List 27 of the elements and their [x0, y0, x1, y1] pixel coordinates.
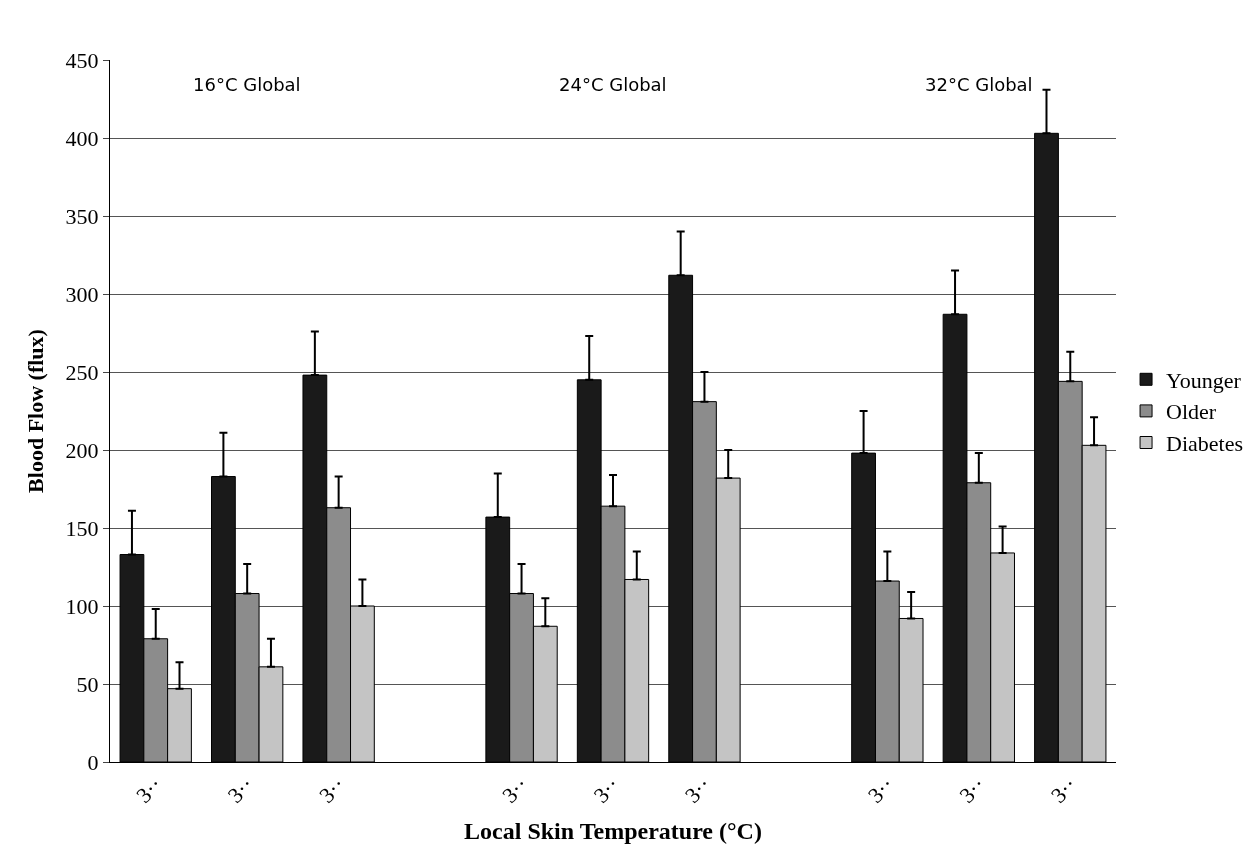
- y-tick-label: 150: [65, 515, 99, 541]
- x-tick-label: 3··: [1045, 772, 1082, 808]
- x-tick-label: 3··: [679, 772, 716, 808]
- y-tick-label: 450: [65, 47, 99, 73]
- annotation: 16°C Global: [193, 74, 301, 95]
- y-tick-label: 400: [65, 125, 99, 151]
- x-tick-label: 3··: [862, 772, 899, 808]
- legend-label: Diabetes: [1166, 431, 1244, 457]
- x-tick-label: 3··: [588, 772, 625, 808]
- annotation: 32°C Global: [925, 74, 1033, 95]
- y-tick-label: 300: [65, 281, 99, 307]
- x-tick-label: 3··: [497, 772, 533, 808]
- x-tick-label: 3··: [222, 772, 259, 808]
- y-tick-label: 0: [87, 749, 99, 775]
- annotation: 24°C Global: [559, 74, 667, 95]
- y-tick-label: 250: [65, 359, 99, 385]
- y-tick-label: 50: [76, 671, 99, 697]
- legend-label: Older: [1166, 399, 1217, 425]
- x-tick-label: 3··: [314, 772, 350, 808]
- legend-label: Younger: [1166, 367, 1242, 393]
- x-axis-title: Local Skin Temperature (°C): [464, 818, 762, 845]
- y-tick-label: 100: [65, 593, 99, 619]
- x-tick-label: 3··: [131, 772, 168, 808]
- x-tick-label: 3··: [954, 772, 991, 808]
- y-tick-label: 200: [65, 437, 99, 463]
- y-tick-label: 350: [65, 203, 99, 229]
- y-axis-title: Blood Flow (flux): [23, 329, 49, 493]
